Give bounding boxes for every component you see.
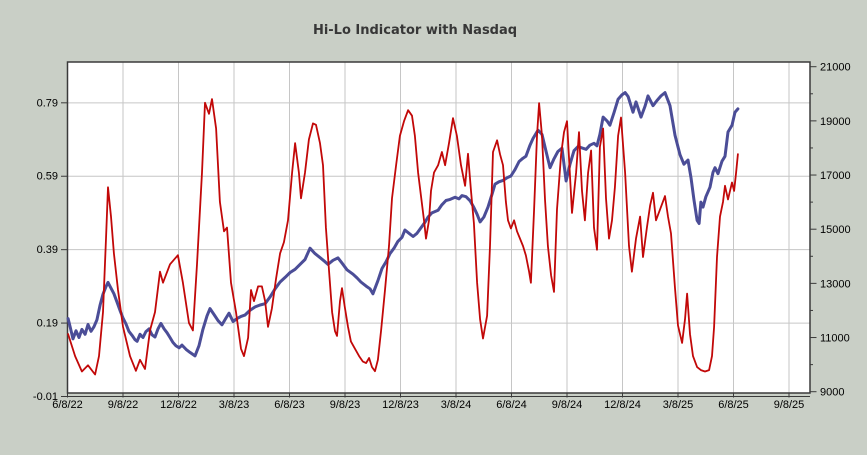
x-axis-tick-label: 6/8/22 xyxy=(52,399,83,411)
nasdaq-series-line xyxy=(66,91,740,358)
x-axis-tick-label: 9/8/25 xyxy=(774,399,805,411)
x-axis-tick-label: 9/8/23 xyxy=(330,399,361,411)
x-axis-tick-label: 6/8/25 xyxy=(718,399,749,411)
y-right-tick-label: 9000 xyxy=(820,387,844,399)
y-left-tick-label: 0.79 xyxy=(37,97,58,109)
plot-layer: 6/8/22 9/8/22 12/8/22 3/8/23 6/8/23 9/8/23 12/… xyxy=(33,61,851,411)
x-axis-tick-label: 3/8/25 xyxy=(663,399,694,411)
x-axis-tick-label: 12/8/23 xyxy=(382,399,419,411)
y-right-tick-label: 17000 xyxy=(820,170,851,182)
y-right-tick-label: 11000 xyxy=(820,333,850,345)
y-right-tick-label: 19000 xyxy=(820,116,851,128)
y-right-tick-label: 13000 xyxy=(820,278,851,290)
x-axis-tick-label: 3/8/24 xyxy=(441,399,472,411)
plot-background xyxy=(67,62,810,393)
y-left-tick-label: -0.01 xyxy=(33,391,58,403)
x-axis-tick-label: 12/8/22 xyxy=(160,399,197,411)
y-left-tick-label: 0.39 xyxy=(37,244,58,256)
chart-title: Hi-Lo Indicator with Nasdaq xyxy=(313,23,517,38)
x-axis-tick-label: 12/8/24 xyxy=(604,399,641,411)
x-axis-tick-label: 6/8/24 xyxy=(496,399,527,411)
x-axis-tick-label: 9/8/22 xyxy=(108,399,139,411)
x-axis-tick-label: 9/8/24 xyxy=(552,399,583,411)
plot-frame xyxy=(66,61,811,394)
y-left-tick-label: 0.19 xyxy=(37,318,58,330)
x-axis-tick-label: 6/8/23 xyxy=(274,399,305,411)
y-right-tick-label: 15000 xyxy=(820,224,851,236)
y-right-tick-label: 21000 xyxy=(820,62,851,74)
x-axis-tick-label: 3/8/23 xyxy=(219,399,250,411)
hilo-indicator-series-line xyxy=(67,98,739,376)
y-left-tick-label: 0.59 xyxy=(37,171,58,183)
